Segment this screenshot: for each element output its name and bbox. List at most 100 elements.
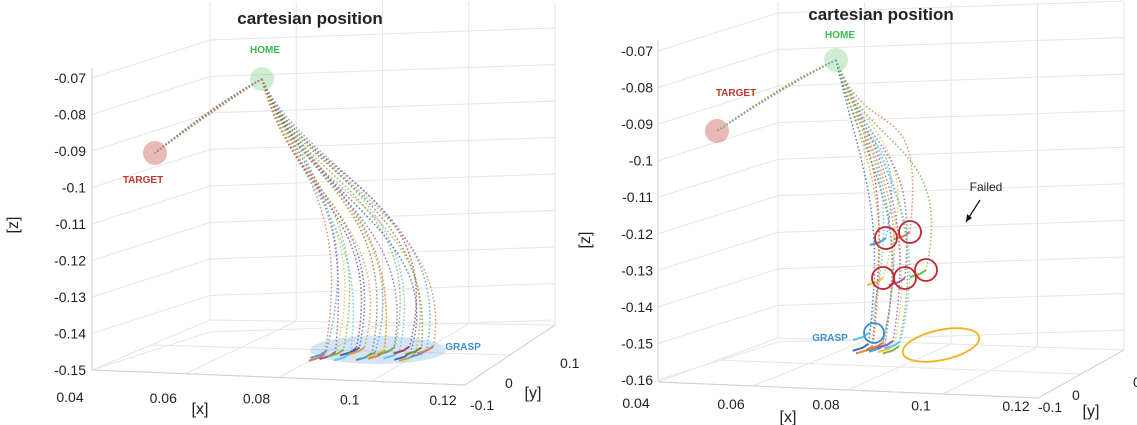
y-tick-label: -0.1 bbox=[470, 397, 494, 413]
trajectories bbox=[154, 78, 437, 362]
trajectory-series bbox=[261, 78, 421, 355]
trajectories bbox=[716, 59, 933, 355]
z-grid-line bbox=[91, 64, 556, 115]
trajectory-series bbox=[261, 78, 346, 353]
trajectory-to-target bbox=[154, 78, 263, 154]
trajectory-series bbox=[835, 59, 899, 279]
trajectory-to-target bbox=[154, 78, 263, 154]
failed-marker bbox=[914, 258, 938, 282]
z-grid-line bbox=[657, 292, 1125, 344]
trajectory-series bbox=[261, 78, 333, 354]
z-tick-label: -0.14 bbox=[621, 299, 653, 315]
y-grid-line bbox=[209, 319, 556, 326]
trajectory-series bbox=[261, 78, 437, 347]
trajectory-to-target bbox=[154, 78, 263, 154]
x-tick-label: 0.06 bbox=[150, 390, 177, 406]
z-tick-label: -0.11 bbox=[622, 189, 653, 205]
y-grid-line bbox=[777, 337, 1125, 351]
trajectory-to-target bbox=[154, 78, 263, 154]
chart-title: cartesian position bbox=[237, 9, 382, 28]
x-axis-line bbox=[91, 369, 466, 386]
y-tick-label: 0.1 bbox=[1133, 374, 1137, 390]
target-marker bbox=[705, 119, 729, 143]
trajectory-series bbox=[261, 78, 424, 348]
trajectory-series bbox=[261, 78, 339, 352]
trajectory-series bbox=[261, 78, 351, 350]
grasp-circle bbox=[863, 322, 885, 344]
trajectory-end bbox=[327, 348, 345, 358]
z-tick-label: -0.13 bbox=[621, 262, 653, 278]
z-tick-label: -0.09 bbox=[54, 143, 86, 159]
trajectory-to-target bbox=[154, 78, 263, 154]
trajectory-to-target bbox=[154, 78, 263, 154]
trajectory-to-target bbox=[154, 78, 263, 154]
z-grid-line bbox=[91, 246, 556, 298]
trajectory-series bbox=[261, 78, 418, 354]
trajectory-to-target bbox=[154, 78, 263, 154]
target-label: TARGET bbox=[716, 88, 756, 99]
y-axis-line bbox=[464, 324, 556, 386]
z-grid-line bbox=[91, 319, 556, 371]
y-grid-line bbox=[150, 344, 511, 356]
grasp-label: GRASP bbox=[445, 342, 481, 353]
x-tick-label: 0.04 bbox=[622, 395, 649, 411]
trajectory-end bbox=[876, 340, 894, 349]
z-grid-line bbox=[657, 37, 1125, 89]
trajectory-to-target bbox=[154, 78, 263, 154]
trajectory-series bbox=[261, 78, 406, 352]
y-axis-label: [y] bbox=[525, 385, 542, 402]
success-ellipse bbox=[901, 327, 981, 363]
trajectory-end bbox=[866, 277, 884, 286]
trajectory-to-target bbox=[154, 78, 263, 154]
chart-right-svg: cartesian position -0.07 -0.08 -0.09 -0.1 -0.… bbox=[577, 0, 1137, 425]
z-grid-line bbox=[91, 283, 556, 334]
z-grid-line bbox=[657, 73, 1125, 125]
y-grid-line bbox=[717, 359, 1082, 375]
trajectory-series bbox=[261, 78, 371, 348]
trajectory-series bbox=[835, 59, 911, 342]
x-axis-label: [x] bbox=[780, 409, 797, 425]
trajectory-end bbox=[417, 345, 434, 355]
trajectory-end bbox=[308, 353, 326, 362]
z-tick-label: -0.1 bbox=[629, 153, 653, 169]
y-tick-label: 0.1 bbox=[560, 355, 580, 371]
y-axis-label: [y] bbox=[1083, 403, 1100, 420]
trajectory-series bbox=[261, 78, 340, 353]
y-tick-label: 0 bbox=[1072, 387, 1080, 403]
z-tick-label: -0.13 bbox=[54, 289, 86, 305]
trajectory-to-target bbox=[154, 78, 263, 154]
chart-title: cartesian position bbox=[808, 5, 953, 24]
z-grid-line bbox=[91, 27, 556, 79]
z-tick-label: -0.08 bbox=[54, 107, 86, 123]
trajectory-end bbox=[333, 352, 351, 362]
y-tick-label: 0 bbox=[505, 375, 513, 391]
z-grid-line bbox=[657, 146, 1125, 198]
z-tick-label: -0.07 bbox=[54, 70, 86, 86]
home-label: HOME bbox=[250, 45, 280, 56]
trajectory-series bbox=[261, 78, 417, 347]
trajectory-end bbox=[393, 345, 411, 355]
chart-left-svg: cartesian position -0.07 -0.08 -0.09 -0.1 -0.… bbox=[5, 2, 580, 418]
trajectory-end bbox=[343, 346, 361, 356]
failed-marker bbox=[874, 226, 898, 250]
trajectory-series bbox=[835, 59, 909, 347]
z-tick-label: -0.12 bbox=[54, 253, 86, 269]
trajectory-to-target bbox=[154, 78, 263, 154]
trajectory-to-target bbox=[154, 78, 263, 154]
trajectory-series bbox=[835, 59, 895, 343]
trajectory-series bbox=[261, 78, 378, 354]
trajectory-series bbox=[261, 78, 355, 354]
trajectory-end bbox=[909, 269, 927, 278]
trajectory-to-target bbox=[154, 78, 263, 154]
target-label: TARGET bbox=[123, 175, 163, 186]
z-tick-label: -0.1 bbox=[62, 180, 86, 196]
trajectory-series bbox=[835, 59, 914, 233]
z-tick-label: -0.15 bbox=[621, 335, 653, 351]
trajectory-end bbox=[869, 237, 887, 246]
trajectory-series bbox=[835, 59, 885, 334]
z-axis-label: [z] bbox=[5, 217, 22, 234]
x-tick-label: 0.12 bbox=[429, 392, 456, 408]
home-label: HOME bbox=[825, 30, 855, 41]
x-tick-label: 0.1 bbox=[340, 391, 360, 407]
x-tick-label: 0.1 bbox=[911, 397, 931, 413]
